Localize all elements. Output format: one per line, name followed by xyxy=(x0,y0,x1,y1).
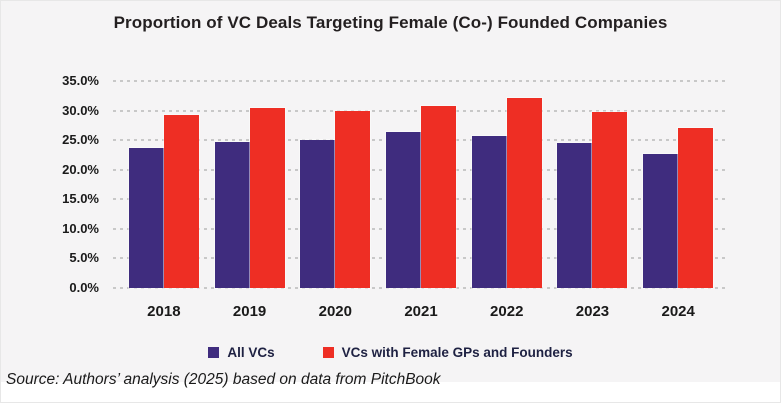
y-tick-label-25: 25.0% xyxy=(62,132,99,148)
bar-vcs-with-female-gps-and-founders-2020 xyxy=(335,111,371,288)
x-tick-label-2021: 2021 xyxy=(404,303,438,320)
y-axis-labels: 0.0% 5.0% 10.0% 15.0% 20.0% 25.0% 30.0% 35.0% xyxy=(21,73,99,295)
bar-all-vcs-2020 xyxy=(300,139,336,288)
bar-group-2024 xyxy=(635,81,721,288)
bar-group-2023 xyxy=(550,81,636,288)
bar-vcs-with-female-gps-and-founders-2021 xyxy=(421,105,457,288)
bar-vcs-with-female-gps-and-founders-2019 xyxy=(249,108,285,288)
chart-panel: Proportion of VC Deals Targeting Female … xyxy=(1,1,780,382)
bar-all-vcs-2018 xyxy=(128,147,164,288)
y-tick-label-5: 5.0% xyxy=(69,250,99,266)
y-tick-label-10: 10.0% xyxy=(62,220,99,236)
x-axis-labels: 2018 2019 2020 2021 2022 2023 2024 xyxy=(121,303,721,320)
bar-all-vcs-2023 xyxy=(557,143,593,288)
legend-swatch-all-vcs xyxy=(208,347,220,358)
bar-group-2020 xyxy=(292,81,378,288)
bar-group-2018 xyxy=(121,81,207,288)
x-tick-label-2019: 2019 xyxy=(232,303,267,320)
legend-item-vcs-with-female-gps-and-founders: VCs with Female GPs and Founders xyxy=(322,345,573,360)
bar-group-2021 xyxy=(378,81,464,288)
y-tick-label-0: 0.0% xyxy=(69,280,99,295)
legend-item-all-vcs: All VCs xyxy=(208,345,275,360)
plot-area xyxy=(121,81,721,288)
y-tick-label-30: 30.0% xyxy=(62,102,99,118)
gridline-0 xyxy=(113,287,725,289)
legend-label-all-vcs: All VCs xyxy=(227,345,275,360)
bar-group-2022 xyxy=(464,81,550,288)
x-tick-label-2022: 2022 xyxy=(490,303,524,320)
legend-label-vcs-with-female-gps-and-founders: VCs with Female GPs and Founders xyxy=(341,345,573,360)
x-tick-label-2018: 2018 xyxy=(147,303,181,320)
gridline-35 xyxy=(113,80,725,82)
x-tick-label-2024: 2024 xyxy=(661,303,695,320)
bar-vcs-with-female-gps-and-founders-2024 xyxy=(678,128,714,288)
x-tick-label-2020: 2020 xyxy=(318,303,352,320)
bar-vcs-with-female-gps-and-founders-2022 xyxy=(506,97,542,288)
bar-all-vcs-2019 xyxy=(214,141,250,288)
source-note: Source: Authors’ analysis (2025) based o… xyxy=(6,371,441,388)
y-tick-label-20: 20.0% xyxy=(62,161,99,177)
x-tick-label-2023: 2023 xyxy=(575,303,610,320)
bar-all-vcs-2021 xyxy=(386,132,422,288)
bar-vcs-with-female-gps-and-founders-2018 xyxy=(163,115,199,288)
bar-all-vcs-2024 xyxy=(643,154,679,288)
y-tick-label-15: 15.0% xyxy=(62,191,99,207)
y-tick-label-35: 35.0% xyxy=(62,73,99,88)
chart-title: Proportion of VC Deals Targeting Female … xyxy=(113,13,668,32)
legend: All VCs VCs with Female GPs and Founders xyxy=(1,345,780,360)
bar-vcs-with-female-gps-and-founders-2023 xyxy=(592,111,628,288)
bar-all-vcs-2022 xyxy=(471,136,507,288)
bar-group-2019 xyxy=(207,81,293,288)
gridline-30 xyxy=(113,109,725,112)
legend-swatch-vcs-with-female-gps-and-founders xyxy=(322,347,334,358)
